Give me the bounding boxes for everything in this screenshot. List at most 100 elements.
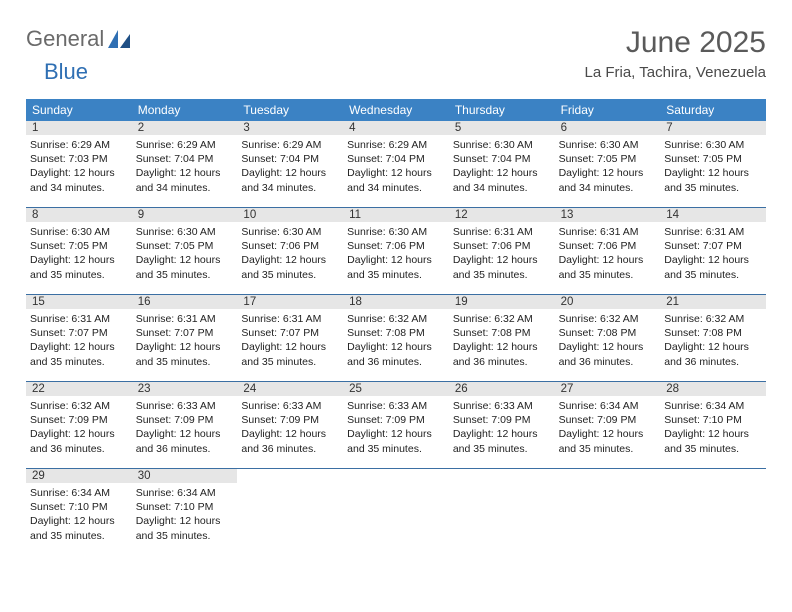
- day-daylight1: Daylight: 12 hours: [559, 253, 657, 267]
- page: General June 2025 La Fria, Tachira, Vene…: [0, 0, 792, 555]
- day-sunset: Sunset: 7:04 PM: [453, 152, 551, 166]
- day-sunrise: Sunrise: 6:30 AM: [559, 138, 657, 152]
- day-daylight2: and 35 minutes.: [30, 529, 128, 543]
- day-sunrise: Sunrise: 6:34 AM: [136, 486, 234, 500]
- day-sunrise: Sunrise: 6:31 AM: [453, 225, 551, 239]
- day-daylight2: and 36 minutes.: [241, 442, 339, 456]
- day-daylight2: and 36 minutes.: [664, 355, 762, 369]
- day-cell: 26Sunrise: 6:33 AMSunset: 7:09 PMDayligh…: [449, 382, 555, 468]
- day-daylight1: Daylight: 12 hours: [453, 166, 551, 180]
- weekday-wed: Wednesday: [343, 99, 449, 121]
- day-daylight1: Daylight: 12 hours: [241, 166, 339, 180]
- day-daylight1: Daylight: 12 hours: [30, 427, 128, 441]
- day-daylight1: Daylight: 12 hours: [136, 427, 234, 441]
- day-cell: [555, 469, 661, 555]
- day-daylight1: Daylight: 12 hours: [664, 166, 762, 180]
- day-sunset: Sunset: 7:04 PM: [347, 152, 445, 166]
- day-sunrise: Sunrise: 6:34 AM: [559, 399, 657, 413]
- day-number: 24: [237, 382, 343, 396]
- day-sunrise: Sunrise: 6:29 AM: [347, 138, 445, 152]
- month-title: June 2025: [584, 26, 766, 60]
- day-cell: 7Sunrise: 6:30 AMSunset: 7:05 PMDaylight…: [660, 121, 766, 207]
- day-cell: 8Sunrise: 6:30 AMSunset: 7:05 PMDaylight…: [26, 208, 132, 294]
- weekday-mon: Monday: [132, 99, 238, 121]
- day-sunset: Sunset: 7:10 PM: [136, 500, 234, 514]
- day-daylight1: Daylight: 12 hours: [241, 340, 339, 354]
- day-number: 30: [132, 469, 238, 483]
- day-daylight2: and 35 minutes.: [347, 442, 445, 456]
- day-sunset: Sunset: 7:07 PM: [664, 239, 762, 253]
- day-daylight2: and 35 minutes.: [559, 442, 657, 456]
- day-sunset: Sunset: 7:09 PM: [559, 413, 657, 427]
- day-daylight2: and 35 minutes.: [136, 355, 234, 369]
- day-daylight1: Daylight: 12 hours: [453, 253, 551, 267]
- day-sunrise: Sunrise: 6:31 AM: [241, 312, 339, 326]
- day-daylight2: and 36 minutes.: [347, 355, 445, 369]
- location-text: La Fria, Tachira, Venezuela: [584, 64, 766, 81]
- weekday-sat: Saturday: [660, 99, 766, 121]
- day-daylight1: Daylight: 12 hours: [30, 166, 128, 180]
- day-cell: 14Sunrise: 6:31 AMSunset: 7:07 PMDayligh…: [660, 208, 766, 294]
- weekday-fri: Friday: [555, 99, 661, 121]
- day-daylight2: and 35 minutes.: [241, 355, 339, 369]
- day-number: 13: [555, 208, 661, 222]
- day-sunset: Sunset: 7:05 PM: [136, 239, 234, 253]
- weekday-sun: Sunday: [26, 99, 132, 121]
- day-sunset: Sunset: 7:04 PM: [136, 152, 234, 166]
- day-cell: 4Sunrise: 6:29 AMSunset: 7:04 PMDaylight…: [343, 121, 449, 207]
- day-sunset: Sunset: 7:04 PM: [241, 152, 339, 166]
- weeks-container: 1Sunrise: 6:29 AMSunset: 7:03 PMDaylight…: [26, 121, 766, 555]
- weekday-tue: Tuesday: [237, 99, 343, 121]
- day-daylight2: and 35 minutes.: [559, 268, 657, 282]
- day-sunset: Sunset: 7:06 PM: [347, 239, 445, 253]
- day-daylight1: Daylight: 12 hours: [136, 166, 234, 180]
- day-sunset: Sunset: 7:09 PM: [453, 413, 551, 427]
- day-daylight1: Daylight: 12 hours: [30, 514, 128, 528]
- day-cell: [237, 469, 343, 555]
- day-number: 3: [237, 121, 343, 135]
- day-cell: 18Sunrise: 6:32 AMSunset: 7:08 PMDayligh…: [343, 295, 449, 381]
- day-sunset: Sunset: 7:06 PM: [559, 239, 657, 253]
- day-sunrise: Sunrise: 6:33 AM: [453, 399, 551, 413]
- day-number: 10: [237, 208, 343, 222]
- day-sunset: Sunset: 7:06 PM: [241, 239, 339, 253]
- day-sunrise: Sunrise: 6:29 AM: [136, 138, 234, 152]
- day-cell: [449, 469, 555, 555]
- day-number: 21: [660, 295, 766, 309]
- day-sunrise: Sunrise: 6:32 AM: [347, 312, 445, 326]
- day-sunrise: Sunrise: 6:31 AM: [559, 225, 657, 239]
- day-daylight1: Daylight: 12 hours: [664, 427, 762, 441]
- title-block: June 2025 La Fria, Tachira, Venezuela: [584, 26, 766, 81]
- week-row: 22Sunrise: 6:32 AMSunset: 7:09 PMDayligh…: [26, 382, 766, 469]
- week-row: 8 Sunrise: 6:30 AM Sunset: 7:05 PM Daylight…: [26, 208, 766, 295]
- day-daylight1: Daylight: 12 hours: [241, 253, 339, 267]
- day-daylight2: and 35 minutes.: [664, 268, 762, 282]
- day-sunset: Sunset: 7:10 PM: [30, 500, 128, 514]
- day-sunrise: Sunrise: 6:30 AM: [241, 225, 339, 239]
- day-cell: 13 Sunrise: 6:31 AMSunset: 7:06 PMDayligh…: [555, 208, 661, 294]
- weekday-thu: Thursday: [449, 99, 555, 121]
- day-sunset: Sunset: 7:06 PM: [453, 239, 551, 253]
- day-cell: 3Sunrise: 6:29 AMSunset: 7:04 PMDaylight…: [237, 121, 343, 207]
- week-row: 15Sunrise: 6:31 AMSunset: 7:07 PMDayligh…: [26, 295, 766, 382]
- day-number: 8: [26, 208, 132, 222]
- day-number: 19: [449, 295, 555, 309]
- day-sunset: Sunset: 7:08 PM: [559, 326, 657, 340]
- day-cell: 9Sunrise: 6:30 AMSunset: 7:05 PMDaylight…: [132, 208, 238, 294]
- day-daylight2: and 34 minutes.: [241, 181, 339, 195]
- day-number: 7: [660, 121, 766, 135]
- day-sunrise: Sunrise: 6:33 AM: [241, 399, 339, 413]
- day-number: 6: [555, 121, 661, 135]
- day-cell: 24Sunrise: 6:33 AMSunset: 7:09 PMDayligh…: [237, 382, 343, 468]
- day-sunrise: Sunrise: 6:32 AM: [30, 399, 128, 413]
- day-sunrise: Sunrise: 6:32 AM: [559, 312, 657, 326]
- day-number: 15: [26, 295, 132, 309]
- day-cell: 1Sunrise: 6:29 AMSunset: 7:03 PMDaylight…: [26, 121, 132, 207]
- day-number: 12: [449, 208, 555, 222]
- day-cell: 16Sunrise: 6:31 AMSunset: 7:07 PMDayligh…: [132, 295, 238, 381]
- day-sunrise: Sunrise: 6:29 AM: [30, 138, 128, 152]
- day-daylight2: and 36 minutes.: [559, 355, 657, 369]
- day-cell: 21Sunrise: 6:32 AMSunset: 7:08 PMDayligh…: [660, 295, 766, 381]
- day-daylight1: Daylight: 12 hours: [347, 340, 445, 354]
- day-number: 17: [237, 295, 343, 309]
